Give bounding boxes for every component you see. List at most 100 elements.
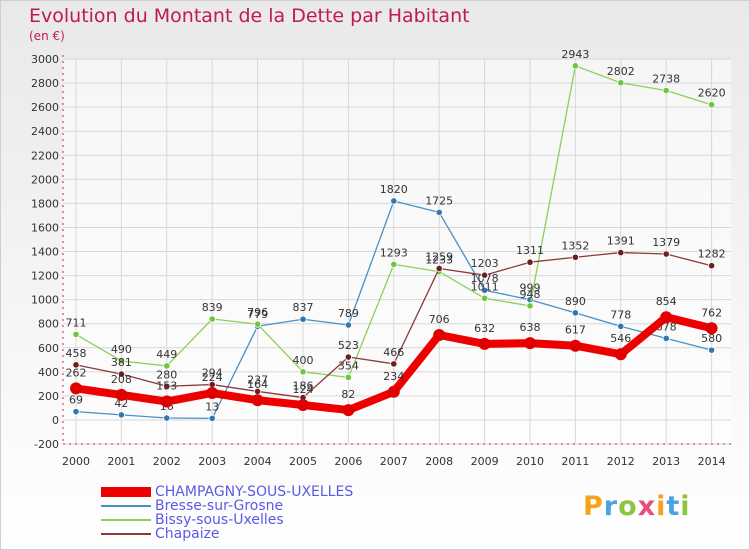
logo-letter: i	[680, 491, 691, 522]
x-tick-label: 2013	[652, 455, 680, 468]
data-point	[70, 382, 82, 395]
data-label: 224	[202, 371, 223, 384]
data-label: 124	[293, 383, 314, 396]
data-point	[163, 382, 171, 390]
data-point	[390, 197, 398, 205]
data-label: 400	[293, 354, 314, 367]
data-label: 706	[429, 313, 450, 326]
data-point	[117, 411, 126, 419]
data-point	[526, 302, 534, 310]
data-point	[163, 414, 171, 422]
data-point	[571, 62, 580, 70]
x-tick-label: 2011	[561, 455, 589, 468]
data-point	[662, 334, 670, 342]
data-label: 1233	[425, 254, 453, 267]
data-label: 466	[383, 346, 404, 359]
legend-label: CHAMPAGNY-SOUS-UXELLES	[155, 484, 354, 500]
legend-label: Bresse-sur-Grosne	[155, 498, 284, 514]
x-tick-label: 2012	[607, 455, 635, 468]
data-point	[480, 286, 489, 294]
data-label: 523	[338, 339, 359, 352]
y-tick-label: 1400	[31, 246, 59, 259]
data-label: 186	[293, 380, 314, 393]
data-label: 948	[520, 288, 541, 301]
y-tick-label: 2600	[31, 101, 59, 114]
data-label: 262	[66, 366, 87, 379]
data-point	[344, 373, 352, 381]
data-point	[299, 315, 307, 323]
y-tick-label: 2200	[31, 149, 59, 162]
x-tick-label: 2002	[153, 455, 181, 468]
data-point	[617, 79, 625, 87]
data-point	[208, 414, 216, 422]
data-label: 632	[474, 322, 495, 335]
y-tick-label: 800	[38, 318, 59, 331]
y-tick-label: 1000	[31, 294, 59, 307]
data-point	[163, 362, 171, 370]
x-tick-label: 2005	[289, 455, 317, 468]
y-tick-label: -200	[34, 438, 59, 451]
data-point	[660, 311, 673, 324]
data-point	[662, 250, 670, 258]
data-point	[707, 346, 716, 354]
proxiti-logo: Proxiti	[583, 491, 691, 522]
y-tick-label: 2000	[31, 173, 59, 186]
x-tick-label: 2008	[425, 455, 453, 468]
data-label: 1259	[425, 250, 453, 263]
data-label: 789	[338, 307, 359, 320]
logo-letter: o	[618, 491, 638, 522]
series: 6942161377983778918201725107899989077867…	[69, 183, 722, 422]
data-label: 837	[293, 301, 314, 314]
logo-letter: r	[603, 491, 619, 522]
y-tick-label: 200	[38, 390, 59, 403]
data-label: 1352	[561, 239, 589, 252]
legend-item: Chapaize	[101, 527, 353, 541]
logo-letter: x	[637, 491, 657, 522]
logo-letter: P	[583, 491, 604, 522]
data-label: 2738	[652, 73, 680, 86]
x-tick-label: 2010	[516, 455, 544, 468]
chart-title: Evolution du Montant de la Dette par Hab…	[29, 5, 470, 27]
legend-swatch	[101, 487, 151, 497]
data-point	[435, 208, 443, 216]
legend-item: Bresse-sur-Grosne	[101, 499, 353, 513]
chart-unit: (en €)	[29, 29, 65, 43]
data-label: 854	[656, 295, 677, 308]
series: 458 381 280 294 237 186 523 466 1259 1203 1311 1352…	[66, 235, 726, 402]
data-label: 153	[156, 380, 177, 393]
data-label: 1311	[516, 244, 544, 257]
x-tick-label: 2014	[698, 455, 726, 468]
data-point	[707, 262, 716, 270]
data-label: 82	[341, 388, 355, 401]
data-point	[478, 337, 491, 350]
y-tick-label: 1200	[31, 270, 59, 283]
data-label: 546	[610, 332, 631, 345]
data-point	[344, 321, 352, 329]
data-point	[208, 315, 216, 323]
data-point	[117, 370, 126, 378]
data-point	[435, 264, 443, 273]
x-tick-label: 2004	[244, 455, 272, 468]
y-tick-label: 2400	[31, 125, 59, 138]
x-tick-label: 2009	[471, 455, 499, 468]
data-point	[526, 258, 534, 266]
data-label: 778	[610, 308, 631, 321]
data-point	[433, 328, 446, 341]
legend-swatch	[101, 505, 151, 507]
logo-letter: i	[656, 491, 667, 522]
data-label: 580	[701, 332, 722, 345]
data-label: 458	[66, 347, 87, 360]
data-point	[297, 399, 309, 412]
data-point	[251, 394, 264, 407]
legend-swatch	[101, 533, 151, 535]
y-tick-label: 1800	[31, 197, 59, 210]
data-label: 237	[247, 373, 268, 386]
data-label: 1293	[380, 246, 408, 259]
logo-letter: t	[666, 491, 681, 522]
data-point	[72, 408, 80, 416]
data-label: 234	[383, 370, 404, 383]
legend-label: Chapaize	[155, 526, 220, 542]
x-tick-label: 2000	[62, 455, 90, 468]
data-label: 1203	[471, 257, 499, 270]
